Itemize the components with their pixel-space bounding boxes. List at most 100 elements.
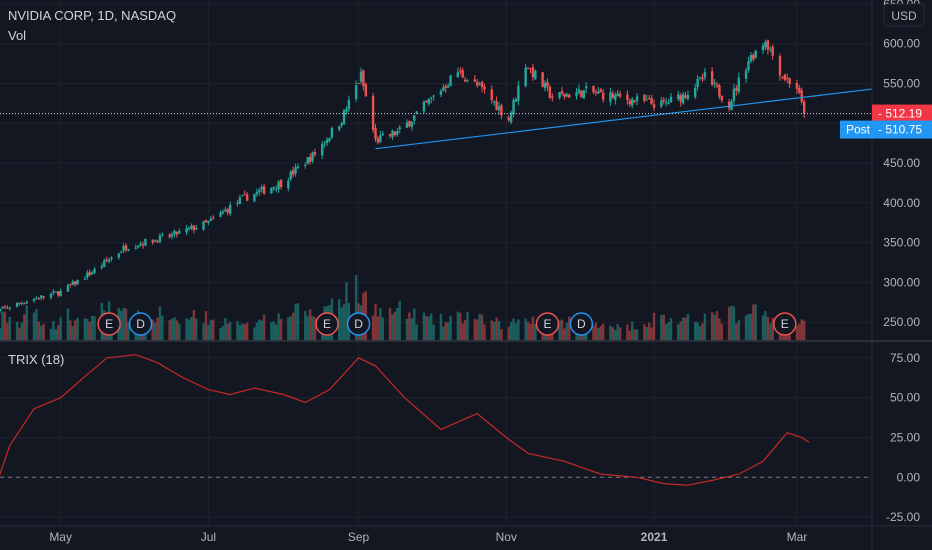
- candle[interactable]: [40, 295, 43, 301]
- candle[interactable]: [364, 82, 368, 97]
- candle[interactable]: [580, 90, 583, 98]
- candle[interactable]: [107, 257, 111, 264]
- candle[interactable]: [241, 194, 244, 197]
- candle[interactable]: [718, 83, 721, 100]
- candle[interactable]: [3, 305, 7, 310]
- candle[interactable]: [609, 88, 612, 106]
- candle[interactable]: [100, 263, 104, 270]
- candle[interactable]: [497, 102, 501, 115]
- candle[interactable]: [669, 93, 673, 103]
- candle[interactable]: [141, 241, 145, 249]
- candle[interactable]: [139, 241, 142, 247]
- candle[interactable]: [408, 120, 411, 128]
- candle[interactable]: [337, 125, 341, 132]
- candle[interactable]: [560, 86, 564, 96]
- candle[interactable]: [86, 269, 89, 280]
- candle[interactable]: [781, 76, 784, 80]
- candle[interactable]: [766, 39, 770, 55]
- candle[interactable]: [93, 266, 96, 275]
- candle[interactable]: [374, 124, 377, 142]
- candle[interactable]: [190, 223, 193, 231]
- candle[interactable]: [701, 73, 704, 83]
- candle[interactable]: [444, 84, 447, 93]
- candle[interactable]: [737, 72, 740, 95]
- candle[interactable]: [466, 79, 469, 83]
- candle[interactable]: [517, 80, 520, 106]
- earnings-marker[interactable]: E: [315, 312, 339, 336]
- candle[interactable]: [495, 96, 498, 111]
- candle[interactable]: [752, 52, 755, 62]
- candle[interactable]: [236, 199, 239, 207]
- candle[interactable]: [478, 81, 481, 86]
- candle[interactable]: [422, 100, 426, 115]
- candle[interactable]: [710, 66, 714, 87]
- candle[interactable]: [49, 292, 53, 300]
- candle[interactable]: [127, 248, 130, 252]
- candle[interactable]: [473, 75, 477, 83]
- candle[interactable]: [260, 184, 263, 193]
- candle[interactable]: [730, 99, 733, 111]
- candle[interactable]: [575, 87, 578, 100]
- candle[interactable]: [800, 87, 803, 105]
- earnings-marker[interactable]: E: [97, 312, 121, 336]
- candle[interactable]: [492, 99, 496, 106]
- candle[interactable]: [526, 66, 530, 70]
- candle[interactable]: [643, 94, 646, 104]
- candle[interactable]: [304, 162, 307, 169]
- candle[interactable]: [342, 108, 346, 125]
- candle[interactable]: [209, 215, 213, 222]
- candle[interactable]: [788, 77, 791, 89]
- candle[interactable]: [340, 121, 343, 128]
- candle[interactable]: [8, 306, 11, 311]
- candle[interactable]: [597, 86, 600, 94]
- candle[interactable]: [158, 232, 162, 244]
- candle[interactable]: [59, 288, 62, 297]
- candle[interactable]: [427, 97, 430, 106]
- candle[interactable]: [308, 153, 312, 165]
- candle[interactable]: [439, 88, 443, 98]
- candle[interactable]: [156, 239, 159, 243]
- candle[interactable]: [134, 244, 137, 250]
- candle[interactable]: [546, 78, 549, 92]
- candle[interactable]: [769, 46, 772, 53]
- candle[interactable]: [168, 232, 171, 239]
- candle[interactable]: [660, 97, 663, 109]
- candle[interactable]: [83, 276, 87, 280]
- candle[interactable]: [313, 148, 317, 157]
- candle[interactable]: [388, 133, 392, 139]
- candle[interactable]: [531, 63, 535, 81]
- candle[interactable]: [647, 95, 651, 100]
- candle[interactable]: [795, 80, 799, 94]
- candle[interactable]: [323, 140, 326, 149]
- candle[interactable]: [514, 97, 518, 102]
- candle[interactable]: [379, 130, 382, 144]
- candle[interactable]: [105, 256, 108, 263]
- candle[interactable]: [446, 83, 450, 88]
- candle[interactable]: [732, 83, 736, 106]
- candle[interactable]: [720, 95, 724, 103]
- candle[interactable]: [161, 232, 164, 237]
- candle[interactable]: [430, 96, 433, 104]
- candle[interactable]: [490, 85, 493, 104]
- candle[interactable]: [696, 75, 699, 91]
- candle[interactable]: [599, 88, 602, 93]
- candle[interactable]: [110, 256, 113, 262]
- candle[interactable]: [524, 63, 527, 88]
- candle[interactable]: [54, 291, 58, 293]
- candle[interactable]: [727, 98, 731, 112]
- candle[interactable]: [442, 83, 445, 92]
- candle[interactable]: [749, 52, 753, 64]
- candle[interactable]: [359, 67, 363, 85]
- candle[interactable]: [509, 110, 513, 125]
- candle[interactable]: [698, 76, 702, 81]
- candle[interactable]: [735, 85, 738, 96]
- candle[interactable]: [90, 270, 94, 276]
- candle[interactable]: [221, 209, 225, 215]
- candle[interactable]: [398, 125, 401, 134]
- candle[interactable]: [744, 67, 748, 83]
- candle[interactable]: [144, 238, 147, 247]
- candle[interactable]: [771, 44, 774, 60]
- candle[interactable]: [631, 97, 634, 109]
- candle[interactable]: [57, 290, 60, 298]
